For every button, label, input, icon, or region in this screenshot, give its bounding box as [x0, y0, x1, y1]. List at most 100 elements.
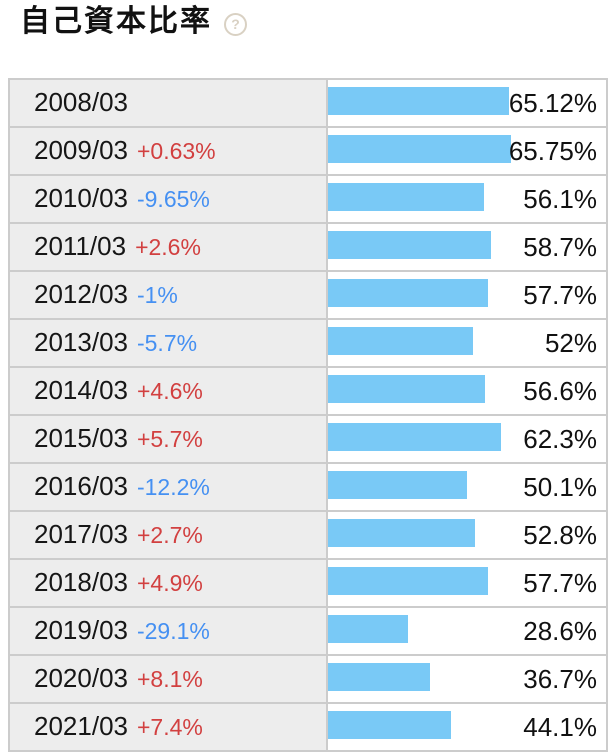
ratio-bar [328, 135, 511, 163]
year-label: 2015/03 [34, 423, 128, 453]
ratio-bar [328, 423, 502, 451]
delta-label: +7.4% [136, 714, 203, 740]
row-label-cell: 2010/03 -9.65% [10, 176, 328, 222]
table-row: 2014/03 +4.6% 56.6% [10, 368, 606, 416]
ratio-table: 2008/03 65.12% 2009/03 +0.63% 65.75% 2010/03-… [8, 78, 608, 752]
row-value-cell: 36.7% [328, 656, 606, 702]
help-question-icon[interactable]: ? [224, 12, 247, 36]
value-label: 65.12% [508, 88, 597, 118]
row-value-cell: 56.1% [328, 176, 606, 222]
row-value-cell: 28.6% [328, 608, 606, 654]
delta-label: -12.2% [136, 474, 210, 500]
table-row: 2017/03 +2.7% 52.8% [10, 512, 606, 560]
value-label: 58.7% [523, 232, 597, 262]
table-row: 2021/03 +7.4% 44.1% [10, 704, 606, 750]
row-value-cell: 57.7% [328, 272, 606, 318]
table-row: 2015/03 +5.7% 62.3% [10, 416, 606, 464]
delta-label: +4.9% [136, 570, 203, 596]
row-label-cell: 2017/03 +2.7% [10, 512, 328, 558]
table-row: 2008/03 65.12% [10, 80, 606, 128]
row-label-cell: 2020/03 +8.1% [10, 656, 328, 702]
table-row: 2018/03 +4.9% 57.7% [10, 560, 606, 608]
row-value-cell: 62.3% [328, 416, 606, 462]
table-row: 2013/03 -5.7% 52% [10, 320, 606, 368]
year-label: 2020/03 [34, 663, 128, 693]
row-label-cell: 2011/03 +2.6% [10, 224, 328, 270]
delta-label: +2.7% [136, 522, 203, 548]
year-label: 2010/03 [34, 183, 128, 213]
delta-label: +8.1% [136, 666, 203, 692]
row-label-cell: 2015/03 +5.7% [10, 416, 328, 462]
delta-label: +5.7% [136, 426, 203, 452]
ratio-bar [328, 567, 489, 595]
delta-label: -9.65% [136, 186, 210, 212]
ratio-bar [328, 375, 486, 403]
page-header: 自己資本比率 ? [20, 5, 247, 39]
value-label: 52% [544, 328, 597, 358]
year-label: 2012/03 [34, 279, 128, 309]
year-label: 2019/03 [34, 615, 128, 645]
value-label: 56.1% [523, 184, 597, 214]
row-value-cell: 44.1% [328, 704, 606, 750]
year-label: 2016/03 [34, 471, 128, 501]
year-label: 2021/03 [34, 711, 128, 741]
value-label: 44.1% [523, 712, 597, 742]
ratio-bar [328, 615, 408, 643]
year-label: 2018/03 [34, 567, 128, 597]
row-label-cell: 2016/03 -12.2% [10, 464, 328, 510]
row-value-cell: 58.7% [328, 224, 606, 270]
row-value-cell: 50.1% [328, 464, 606, 510]
delta-label: -5.7% [136, 330, 198, 356]
table-row: 2011/03 +2.6% 58.7% [10, 224, 606, 272]
delta-label: -1% [136, 282, 178, 308]
table-row: 2016/03 -12.2% 50.1% [10, 464, 606, 512]
delta-label: +4.6% [136, 378, 203, 404]
row-label-cell: 2008/03 [10, 80, 328, 126]
table-row: 2009/03 +0.63% 65.75% [10, 128, 606, 176]
page-title: 自己資本比率 [20, 5, 212, 38]
row-value-cell: 65.12% [328, 80, 606, 126]
row-label-cell: 2014/03 +4.6% [10, 368, 328, 414]
year-label: 2011/03 [34, 231, 127, 261]
row-label-cell: 2013/03 -5.7% [10, 320, 328, 366]
row-label-cell: 2021/03 +7.4% [10, 704, 328, 750]
delta-label: +2.6% [135, 234, 201, 260]
value-label: 28.6% [523, 616, 597, 646]
row-value-cell: 65.75% [328, 128, 606, 174]
ratio-bar [328, 519, 475, 547]
value-label: 52.8% [523, 520, 597, 550]
ratio-bar [328, 279, 489, 307]
value-label: 57.7% [523, 568, 597, 598]
year-label: 2017/03 [34, 519, 128, 549]
value-label: 36.7% [523, 664, 597, 694]
table-row: 2020/03 +8.1% 36.7% [10, 656, 606, 704]
delta-label: +0.63% [136, 138, 216, 164]
delta-label: -29.1% [136, 618, 210, 644]
row-value-cell: 57.7% [328, 560, 606, 606]
year-label: 2014/03 [34, 375, 128, 405]
ratio-bar [328, 711, 451, 739]
row-value-cell: 52.8% [328, 512, 606, 558]
ratio-bar [328, 471, 468, 499]
year-label: 2008/03 [34, 87, 128, 117]
table-row: 2012/03 -1% 57.7% [10, 272, 606, 320]
ratio-bar [328, 663, 431, 691]
ratio-bar [328, 327, 473, 355]
value-label: 65.75% [508, 136, 597, 166]
row-label-cell: 2009/03 +0.63% [10, 128, 328, 174]
row-value-cell: 52% [328, 320, 606, 366]
row-label-cell: 2019/03 -29.1% [10, 608, 328, 654]
row-value-cell: 56.6% [328, 368, 606, 414]
table-row: 2010/03 -9.65% 56.1% [10, 176, 606, 224]
value-label: 50.1% [523, 472, 597, 502]
row-label-cell: 2018/03 +4.9% [10, 560, 328, 606]
value-label: 56.6% [523, 376, 597, 406]
year-label: 2013/03 [34, 327, 128, 357]
year-label: 2009/03 [34, 135, 128, 165]
ratio-bar [328, 87, 510, 115]
table-row: 2019/03 -29.1% 28.6% [10, 608, 606, 656]
value-label: 57.7% [523, 280, 597, 310]
ratio-bar [328, 231, 492, 259]
value-label: 62.3% [523, 424, 597, 454]
ratio-bar [328, 183, 484, 211]
